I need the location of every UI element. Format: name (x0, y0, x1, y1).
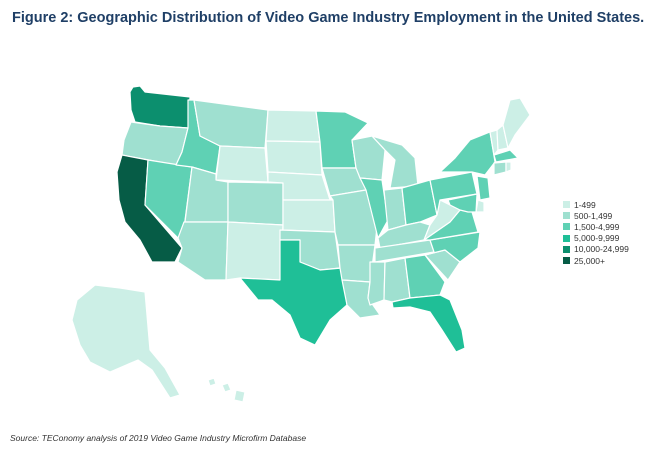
legend-label: 5,000-9,999 (574, 233, 619, 243)
legend-label: 25,000+ (574, 256, 605, 266)
legend-swatch (563, 223, 570, 230)
legend-swatch (563, 212, 570, 219)
legend-label: 500-1,499 (574, 211, 612, 221)
legend-swatch (563, 235, 570, 242)
state-wy (216, 146, 268, 182)
state-ct (494, 162, 506, 175)
legend-item: 25,000+ (563, 255, 629, 266)
state-sd (266, 141, 322, 175)
state-nd (266, 110, 320, 142)
legend-item: 5,000-9,999 (563, 233, 629, 244)
state-me (503, 98, 530, 148)
state-de (476, 200, 484, 212)
legend-item: 10,000-24,999 (563, 244, 629, 255)
legend-swatch (563, 257, 570, 264)
state-ak (72, 285, 180, 398)
state-ri (506, 162, 511, 172)
state-ks (283, 200, 335, 232)
state-az (178, 222, 228, 280)
state-fl (392, 295, 465, 352)
legend-swatch (563, 201, 570, 208)
legend-swatch (563, 246, 570, 253)
legend-label: 10,000-24,999 (574, 244, 629, 254)
state-co (228, 182, 283, 225)
legend-label: 1,500-4,999 (574, 222, 619, 232)
state-hi (208, 378, 245, 402)
source-note: Source: TEConomy analysis of 2019 Video … (10, 433, 306, 443)
state-ma (494, 150, 518, 162)
state-wa (130, 86, 190, 128)
legend: 1-499 500-1,499 1,500-4,999 5,000-9,999 10,0… (563, 199, 629, 266)
legend-item: 500-1,499 (563, 210, 629, 221)
legend-item: 1-499 (563, 199, 629, 210)
legend-label: 1-499 (574, 200, 596, 210)
state-nm (226, 222, 283, 280)
state-ms (368, 262, 385, 305)
legend-item: 1,500-4,999 (563, 221, 629, 232)
state-nj (477, 176, 490, 200)
state-ny (440, 132, 495, 175)
